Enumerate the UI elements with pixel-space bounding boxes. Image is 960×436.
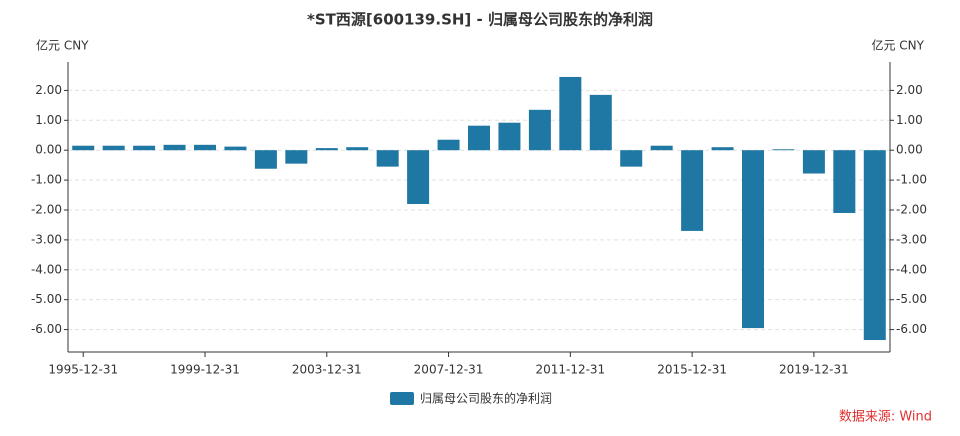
y-tick-label: 0.00	[35, 143, 62, 157]
bar	[468, 125, 490, 151]
y-unit-left: 亿元 CNY	[36, 38, 89, 53]
bar	[620, 150, 643, 167]
bar	[559, 76, 582, 151]
source: 数据来源: Wind	[839, 410, 932, 425]
bar	[711, 147, 734, 151]
bar	[833, 150, 856, 213]
y-tick-label: -3.00	[31, 232, 62, 246]
bar	[285, 150, 308, 164]
y2-tick-label: -6.00	[896, 322, 927, 336]
y-tick-label: -2.00	[31, 202, 62, 216]
bar	[133, 145, 156, 151]
y2-tick-label: 1.00	[896, 113, 923, 127]
bar	[163, 144, 186, 151]
chart-title: *ST西源[600139.SH] - 归属母公司股东的净利润	[307, 11, 653, 29]
y-tick-label: -1.00	[31, 173, 62, 187]
bar	[437, 139, 460, 151]
y2-tick-label: -4.00	[896, 262, 927, 276]
bar	[528, 109, 551, 151]
bar	[407, 150, 430, 205]
bar	[863, 150, 886, 341]
bar	[72, 145, 95, 151]
x-tick-label: 2019-12-31	[779, 363, 849, 377]
y2-tick-label: -5.00	[896, 292, 927, 306]
legend-swatch	[390, 392, 414, 405]
bar	[802, 150, 825, 174]
bar	[102, 145, 125, 151]
y2-tick-label: -1.00	[896, 173, 927, 187]
legend-label: 归属母公司股东的净利润	[420, 391, 552, 406]
bar	[772, 149, 795, 151]
bar	[194, 144, 216, 151]
bar	[498, 122, 521, 151]
bar	[254, 150, 277, 169]
bar	[346, 147, 369, 151]
y2-tick-label: -3.00	[896, 232, 927, 246]
x-tick-label: 2011-12-31	[535, 363, 605, 377]
bar	[589, 94, 612, 151]
y2-tick-label: 0.00	[896, 143, 923, 157]
y2-tick-label: -2.00	[896, 202, 927, 216]
bar	[376, 150, 399, 167]
x-tick-label: 2003-12-31	[292, 363, 362, 377]
bar	[315, 148, 338, 151]
y-tick-label: -6.00	[31, 322, 62, 336]
y-tick-label: -5.00	[31, 292, 62, 306]
x-tick-label: 1999-12-31	[170, 363, 240, 377]
y-tick-label: 2.00	[35, 83, 62, 97]
x-tick-label: 1995-12-31	[48, 363, 118, 377]
bar	[650, 145, 673, 151]
x-tick-label: 2015-12-31	[657, 363, 727, 377]
bar	[224, 146, 247, 151]
bar	[681, 150, 704, 231]
y-tick-label: 1.00	[35, 113, 62, 127]
y-tick-label: -4.00	[31, 262, 62, 276]
y2-tick-label: 2.00	[896, 83, 923, 97]
bar	[742, 150, 764, 329]
x-tick-label: 2007-12-31	[414, 363, 484, 377]
y-unit-right: 亿元 CNY	[871, 38, 924, 53]
